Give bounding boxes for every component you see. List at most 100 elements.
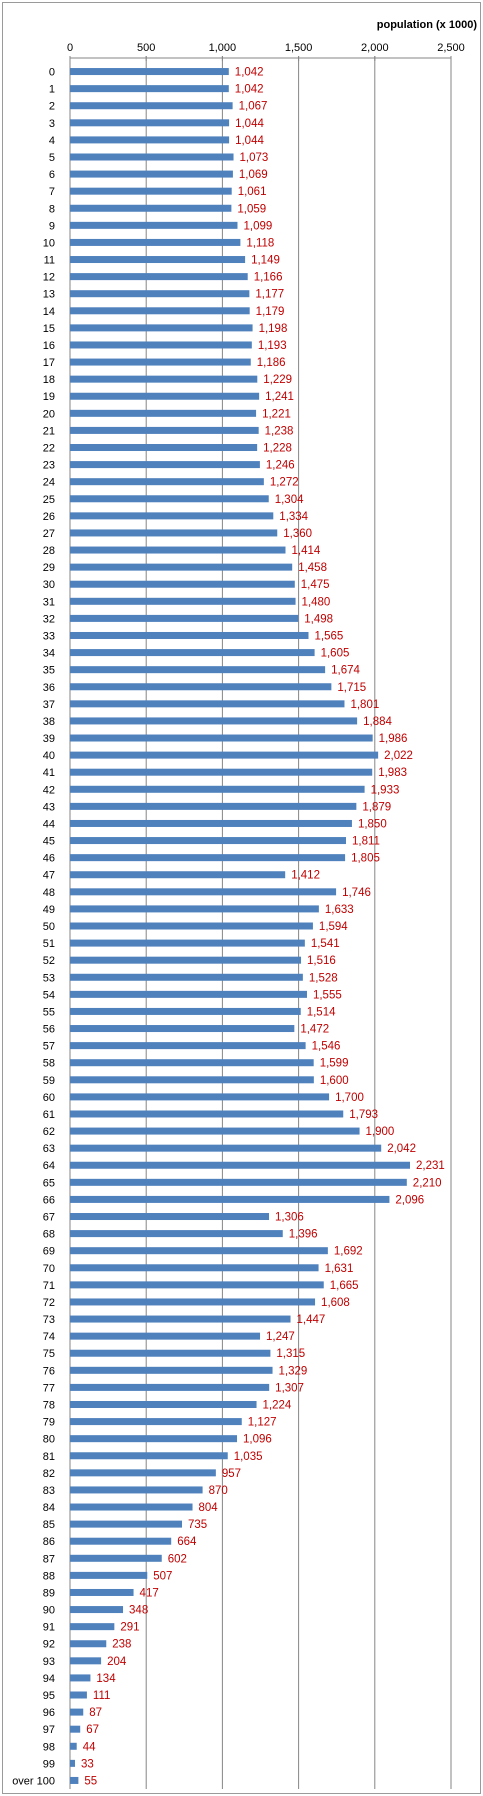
data-label: 1,042 — [235, 84, 264, 96]
category-label: 35 — [43, 665, 55, 677]
data-label: 1,605 — [321, 648, 350, 660]
x-tick-label: 1,500 — [285, 42, 313, 54]
category-label: 47 — [43, 870, 55, 882]
x-tick-label: 2,500 — [437, 42, 465, 54]
bar — [70, 1537, 172, 1545]
category-label: 32 — [43, 613, 55, 625]
data-label: 1,042 — [235, 67, 264, 79]
category-label: 38 — [43, 716, 55, 728]
bar — [70, 1281, 324, 1289]
bar — [70, 170, 233, 178]
category-label: 64 — [43, 1160, 55, 1172]
category-label: 27 — [43, 528, 55, 540]
data-label: 1,884 — [363, 716, 392, 728]
category-label: 92 — [43, 1639, 55, 1651]
bar — [70, 1657, 102, 1665]
category-label: 0 — [49, 67, 55, 79]
category-label: 43 — [43, 801, 55, 813]
bar — [70, 478, 264, 486]
category-label: 90 — [43, 1605, 55, 1617]
category-label: 95 — [43, 1690, 55, 1702]
bar — [70, 119, 230, 127]
category-label: 84 — [43, 1502, 55, 1514]
category-label: 74 — [43, 1331, 55, 1343]
data-label: 1,177 — [255, 289, 284, 301]
data-label: 1,221 — [262, 408, 291, 420]
bar — [70, 324, 253, 332]
category-label: 13 — [43, 289, 55, 301]
data-label: 1,272 — [270, 477, 299, 489]
category-label: 41 — [43, 767, 55, 779]
bar — [70, 614, 299, 622]
x-tick-label: 2,000 — [361, 42, 389, 54]
bar — [70, 854, 346, 862]
bar — [70, 1059, 314, 1067]
data-label: 55 — [84, 1775, 97, 1787]
bar — [70, 631, 309, 639]
category-label: 66 — [43, 1194, 55, 1206]
data-label: 2,210 — [413, 1177, 442, 1189]
category-label: 4 — [49, 135, 55, 147]
bar — [70, 358, 251, 366]
bar — [70, 1332, 261, 1340]
data-label: 1,555 — [313, 989, 342, 1001]
bar — [70, 768, 373, 776]
bar — [70, 700, 345, 708]
category-label: 83 — [43, 1485, 55, 1497]
data-label: 1,246 — [266, 460, 295, 472]
category-label: 99 — [43, 1758, 55, 1770]
category-label: 48 — [43, 887, 55, 899]
bar — [70, 1213, 270, 1221]
bar — [70, 307, 250, 315]
category-label: 56 — [43, 1024, 55, 1036]
data-label: 1,801 — [350, 699, 379, 711]
data-label: 664 — [177, 1536, 197, 1548]
bar — [70, 1076, 314, 1084]
bar — [70, 444, 258, 452]
data-label: 1,238 — [265, 425, 294, 437]
bar — [70, 1486, 203, 1494]
category-label: 21 — [43, 425, 55, 437]
category-label: 42 — [43, 784, 55, 796]
data-label: 735 — [188, 1519, 207, 1531]
category-label: 46 — [43, 853, 55, 865]
bar — [70, 888, 337, 896]
data-label: 1,472 — [300, 1024, 329, 1036]
bar — [70, 1349, 271, 1357]
data-label: 1,224 — [263, 1399, 292, 1411]
bar — [70, 375, 258, 383]
bar — [70, 1708, 84, 1716]
data-label: 1,096 — [243, 1434, 272, 1446]
category-label: 68 — [43, 1229, 55, 1241]
bar — [70, 341, 252, 349]
bar — [70, 136, 230, 144]
data-label: 1,633 — [325, 904, 354, 916]
category-label: 50 — [43, 921, 55, 933]
data-label: 2,096 — [395, 1194, 424, 1206]
bar — [70, 1674, 91, 1682]
unit-label: population (x 1000) — [377, 19, 478, 31]
data-label: 1,099 — [243, 220, 272, 232]
category-label: 67 — [43, 1212, 55, 1224]
data-label: 1,546 — [312, 1041, 341, 1053]
bar — [70, 1623, 115, 1631]
data-label: 507 — [153, 1570, 172, 1582]
data-label: 1,565 — [315, 630, 344, 642]
category-label: 91 — [43, 1622, 55, 1634]
bar — [70, 290, 250, 298]
category-label: 15 — [43, 323, 55, 335]
data-label: 804 — [199, 1502, 219, 1514]
bar — [70, 1776, 79, 1784]
category-label: 58 — [43, 1058, 55, 1070]
bar — [70, 1007, 301, 1015]
data-label: 238 — [112, 1639, 131, 1651]
data-label: 1,631 — [325, 1263, 354, 1275]
data-label: 1,458 — [298, 562, 327, 574]
bar — [70, 597, 296, 605]
category-label: 87 — [43, 1553, 55, 1565]
category-label: 18 — [43, 374, 55, 386]
data-label: 1,396 — [289, 1229, 318, 1241]
bar — [70, 683, 332, 691]
bar — [70, 204, 232, 212]
